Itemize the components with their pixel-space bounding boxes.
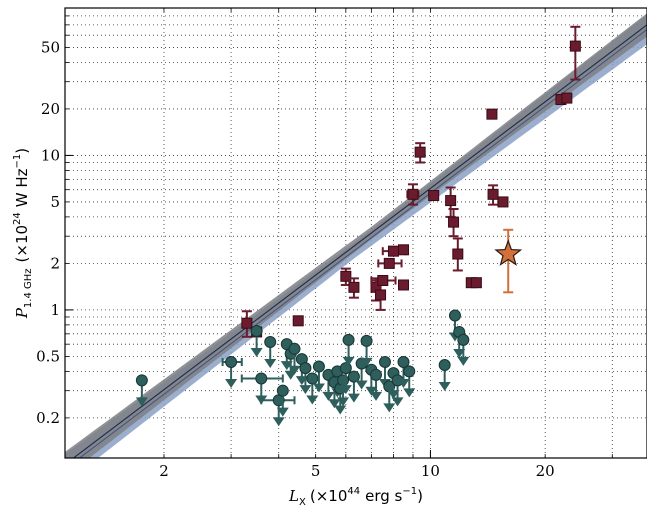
detection-marker — [569, 40, 581, 52]
upper-limit-marker — [347, 370, 360, 383]
upper-limit-arrow — [225, 379, 238, 389]
y-tick-label: 2 — [50, 254, 60, 272]
x-tick-label: 2 — [159, 462, 169, 480]
upper-limit-arrow — [272, 417, 285, 427]
upper-limit-marker — [337, 374, 350, 387]
plot-frame — [64, 7, 647, 459]
upper-limit-arrow — [339, 385, 352, 395]
x-tick-label: 5 — [311, 462, 321, 480]
upper-limit-marker — [306, 372, 319, 385]
highlight-star-marker — [494, 239, 523, 266]
detection-marker — [414, 146, 426, 158]
detection-marker — [387, 245, 399, 257]
y-tick-label: 0.5 — [36, 347, 60, 365]
upper-limit-arrow — [370, 391, 383, 401]
y-tick-label: 10 — [41, 146, 60, 164]
detection-marker — [561, 92, 573, 104]
upper-limit-arrow — [306, 395, 319, 405]
axis-ticks: 2 5 10 20 0.2 0.5 1 2 5 10 20 50 — [36, 8, 613, 480]
upper-limit-marker — [448, 309, 461, 322]
upper-limit-marker — [135, 374, 148, 387]
upper-limit-arrow — [288, 365, 301, 375]
upper-limit-arrow — [438, 381, 451, 391]
x-axis-label: LX (×1044 erg s−1) — [288, 486, 423, 508]
detection-marker — [348, 281, 360, 293]
upper-limit-marker — [264, 335, 277, 348]
confidence-band-inner — [65, 13, 647, 458]
detection-marker — [497, 196, 509, 208]
upper-limit-arrow — [322, 391, 335, 401]
detection-marker — [470, 277, 482, 289]
upper-limit-arrow — [299, 385, 312, 395]
detection-marker — [398, 244, 410, 256]
detection-marker — [428, 190, 440, 202]
upper-limit-arrow — [365, 386, 378, 396]
detection-marker — [383, 257, 395, 269]
upper-limit-arrow — [337, 397, 350, 407]
fit-line-secondary — [78, 29, 647, 458]
upper-limit-marker — [312, 360, 325, 373]
upper-limit-marker — [370, 368, 383, 381]
upper-limit-arrow — [355, 380, 368, 390]
x-tick-label: 10 — [421, 462, 440, 480]
detection-marker — [445, 195, 457, 207]
detection-marker — [377, 275, 389, 287]
upper-limit-arrow — [342, 356, 355, 366]
upper-limit-marker — [255, 372, 268, 385]
upper-limit-arrow — [453, 348, 466, 358]
upper-limit-marker — [342, 333, 355, 346]
data-points — [135, 25, 581, 427]
detection-marker — [241, 317, 253, 329]
upper-limit-marker — [403, 365, 416, 378]
upper-limit-arrow — [250, 348, 263, 358]
upper-limit-arrow — [135, 397, 148, 407]
upper-limit-marker — [250, 325, 263, 338]
upper-limit-arrow — [276, 407, 289, 417]
confidence-bands — [65, 13, 647, 458]
y-tick-label: 50 — [41, 38, 60, 56]
upper-limit-marker — [397, 356, 410, 369]
detection-marker — [398, 279, 410, 291]
detection-marker — [407, 188, 419, 200]
upper-limit-arrow — [360, 357, 373, 367]
detection-marker — [340, 270, 352, 282]
y-tick-label: 1 — [50, 301, 60, 319]
upper-limit-arrow — [397, 379, 410, 389]
upper-limit-marker — [288, 342, 301, 355]
upper-limit-marker — [299, 362, 312, 375]
upper-limit-arrow — [312, 383, 325, 393]
upper-limit-marker — [457, 333, 470, 346]
upper-limit-marker — [225, 356, 238, 369]
y-tick-label: 0.2 — [36, 409, 60, 427]
detection-marker — [452, 248, 464, 260]
detection-marker — [487, 188, 499, 200]
upper-limit-arrow — [264, 358, 277, 368]
upper-limit-marker — [339, 362, 352, 375]
upper-limit-arrow — [328, 399, 341, 409]
y-tick-label: 5 — [50, 193, 60, 211]
detection-marker — [375, 289, 387, 301]
upper-limit-arrow — [457, 356, 470, 366]
upper-limit-arrow — [383, 403, 396, 413]
detection-marker — [448, 216, 460, 228]
upper-limit-marker — [360, 334, 373, 347]
upper-limit-marker — [438, 358, 451, 371]
y-tick-label: 20 — [41, 100, 60, 118]
y-axis-label: P1.4 GHz(×1024W Hz−1) — [12, 148, 34, 319]
detection-marker — [486, 108, 498, 120]
x-tick-label: 20 — [536, 462, 555, 480]
fit-line — [72, 24, 647, 458]
upper-limit-arrow — [391, 397, 404, 407]
upper-limit-arrow — [334, 405, 347, 415]
upper-limit-arrow — [347, 393, 360, 403]
detection-marker — [292, 315, 304, 327]
upper-limit-arrow — [387, 390, 400, 400]
upper-limit-arrow — [403, 388, 416, 398]
upper-limit-marker — [276, 384, 289, 397]
grid-lines — [65, 8, 647, 458]
upper-limit-marker — [378, 356, 391, 369]
